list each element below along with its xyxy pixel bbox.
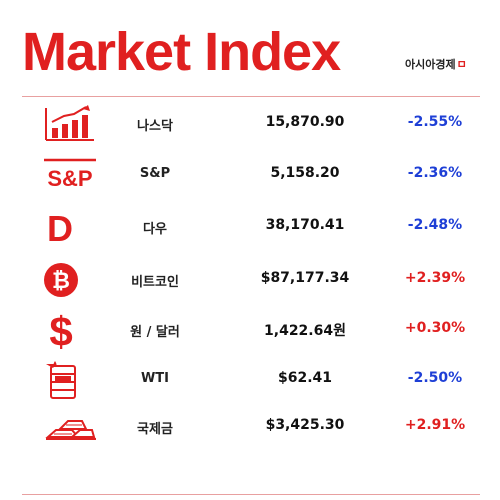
dow-logo-text: D (47, 208, 73, 247)
index-row-krw-usd: $ 원 / 달러 1,422.64원 +0.30% (0, 310, 500, 350)
index-name: 다우 (143, 222, 167, 237)
index-name: 나스닥 (137, 119, 173, 134)
index-change: -2.50% (407, 370, 463, 386)
index-change: +2.39% (404, 270, 466, 286)
svg-text:₿: ₿ (52, 269, 70, 294)
dollar-sign-icon: $ (42, 310, 98, 350)
top-divider (22, 96, 480, 97)
index-name: 국제금 (137, 422, 173, 437)
index-name: 비트코인 (131, 275, 179, 290)
index-row-nasdaq: 나스닥 15,870.90 -2.55% (0, 104, 500, 144)
index-row-bitcoin: ₿ 비트코인 $87,177.34 +2.39% (0, 260, 500, 300)
index-row-dow: D 다우 38,170.41 -2.48% (0, 207, 500, 247)
bottom-divider (22, 494, 480, 495)
brand-name: 아시아경제 (405, 58, 456, 71)
index-row-wti: WTI $62.41 -2.50% (0, 360, 500, 400)
dollar-sign-text: $ (49, 310, 72, 350)
sp-logo-text: S&P (47, 166, 92, 191)
dow-logo-icon: D (42, 207, 98, 247)
index-row-gold: 국제금 $3,425.30 +2.91% (0, 407, 500, 447)
index-name: WTI (140, 371, 170, 386)
bar-chart-icon (42, 104, 98, 144)
index-value: 38,170.41 (265, 217, 345, 233)
index-change: -2.55% (407, 114, 463, 130)
index-change: -2.48% (407, 217, 463, 233)
index-name: S&P (139, 166, 171, 181)
index-value: $87,177.34 (260, 270, 350, 286)
index-name: 원 / 달러 (130, 325, 180, 340)
bitcoin-icon: ₿ (42, 260, 98, 300)
index-value: 15,870.90 (265, 114, 345, 130)
oil-barrel-icon (42, 360, 98, 400)
gold-bars-icon (42, 407, 98, 447)
index-row-sp: S&P S&P 5,158.20 -2.36% (0, 155, 500, 195)
index-value: $3,425.30 (265, 417, 345, 433)
brand-mark: ㅁ (456, 58, 467, 71)
index-change: +2.91% (404, 417, 466, 433)
index-value: 5,158.20 (270, 165, 340, 181)
brand-logo: 아시아경제ㅁ (405, 56, 467, 72)
index-value: 1,422.64원 (264, 323, 346, 339)
index-value: $62.41 (277, 370, 333, 386)
index-change: -2.36% (407, 165, 463, 181)
page-title: Market Index (22, 22, 341, 82)
sp-logo-icon: S&P (42, 155, 98, 195)
index-change: +0.30% (404, 320, 466, 336)
